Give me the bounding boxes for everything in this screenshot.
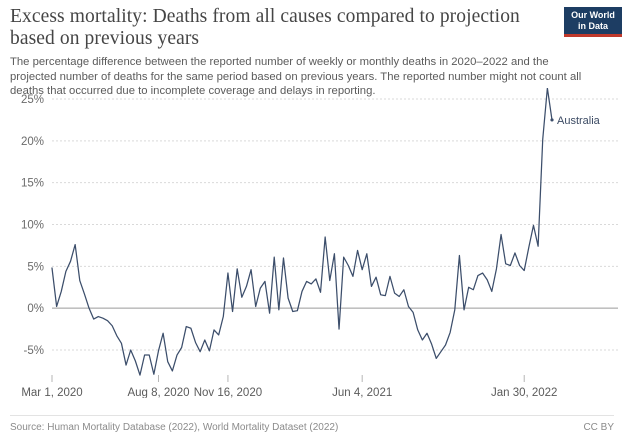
series-group[interactable] — [51, 88, 553, 376]
license-text[interactable]: CC BY — [583, 422, 614, 433]
source-text: Source: Human Mortality Database (2022),… — [10, 422, 339, 433]
line-chart-svg[interactable]: 25% 20% 15% 10% 5% 0% -5% Mar 1, 2020 Aug 8, 20… — [0, 88, 624, 398]
x-axis-tick-label: Mar 1, 2020 — [21, 387, 82, 398]
series-label-australia[interactable]: Australia — [557, 115, 601, 127]
x-axis-ticks-group — [51, 375, 525, 382]
y-axis-tick-label: 5% — [27, 261, 44, 273]
series-label-group[interactable]: Australia — [550, 115, 601, 127]
y-axis-labels-group: 25% 20% 15% 10% 5% 0% -5% — [21, 94, 44, 357]
x-axis-tick-label: Jan 30, 2022 — [491, 387, 558, 398]
gridlines-group — [52, 98, 618, 351]
logo-line-1: Our World — [571, 10, 615, 20]
our-world-in-data-logo[interactable]: Our World in Data — [564, 7, 622, 37]
chart-subtitle: The percentage difference between the re… — [10, 56, 582, 98]
chart-footer: Source: Human Mortality Database (2022),… — [10, 415, 614, 433]
y-axis-tick-label: 10% — [21, 220, 44, 232]
y-axis-tick-label: 15% — [21, 178, 44, 190]
page-title: Excess mortality: Deaths from all causes… — [10, 6, 520, 49]
y-axis-tick-label: -5% — [24, 345, 44, 357]
chart-header: Excess mortality: Deaths from all causes… — [10, 6, 581, 99]
x-axis-labels-group: Mar 1, 2020 Aug 8, 2020 Nov 16, 2020 Jun 4,… — [21, 387, 557, 398]
chart-plot-area[interactable]: 25% 20% 15% 10% 5% 0% -5% Mar 1, 2020 Aug 8, 20… — [0, 88, 624, 398]
y-axis-tick-label: 25% — [21, 94, 44, 106]
y-axis-tick-label: 20% — [21, 136, 44, 148]
x-axis-tick-label: Jun 4, 2021 — [332, 387, 392, 398]
series-line-australia[interactable] — [51, 88, 553, 376]
logo-line-2: in Data — [577, 20, 608, 31]
x-axis-tick-label: Nov 16, 2020 — [194, 387, 262, 398]
y-axis-tick-label: 0% — [27, 303, 44, 315]
x-axis-tick-label: Aug 8, 2020 — [127, 387, 189, 398]
